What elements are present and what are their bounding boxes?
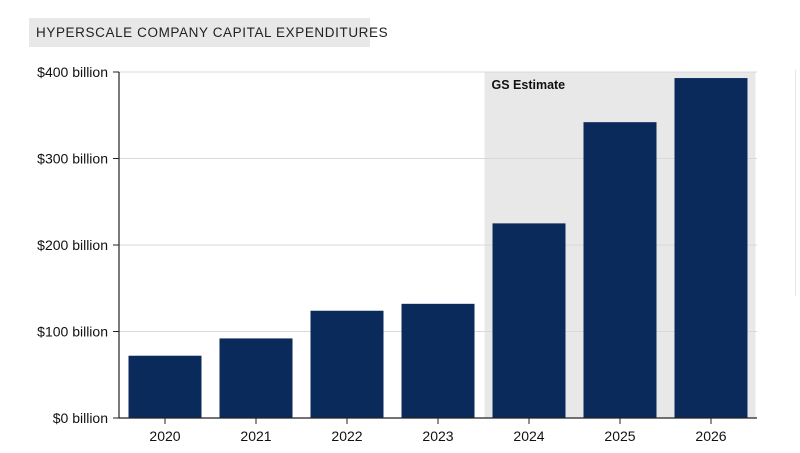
bar-2026 (674, 78, 748, 419)
bar-2025 (583, 122, 657, 419)
x-tick-label: 2026 (695, 428, 726, 444)
right-edge-divider (795, 70, 796, 296)
x-tick-label: 2024 (513, 428, 544, 444)
bar-2020 (128, 355, 202, 418)
bar-2021 (219, 338, 293, 418)
bar-2022 (310, 310, 384, 418)
y-tick-label: $0 billion (53, 410, 108, 426)
chart-title-box: HYPERSCALE COMPANY CAPITAL EXPENDITURES (29, 18, 388, 47)
bar-2024 (492, 223, 566, 418)
bar-2023 (401, 303, 475, 418)
y-tick-label: $100 billion (37, 324, 108, 340)
x-tick-label: 2021 (240, 428, 271, 444)
x-tick-label: 2023 (422, 428, 453, 444)
y-tick-label: $300 billion (37, 151, 108, 167)
estimate-band-label: GS Estimate (492, 78, 566, 92)
x-tick-label: 2025 (604, 428, 635, 444)
chart-title: HYPERSCALE COMPANY CAPITAL EXPENDITURES (36, 25, 389, 40)
x-tick-label: 2022 (331, 428, 362, 444)
y-tick-label: $400 billion (37, 64, 108, 80)
y-tick-label: $200 billion (37, 237, 108, 253)
x-tick-label: 2020 (149, 428, 180, 444)
